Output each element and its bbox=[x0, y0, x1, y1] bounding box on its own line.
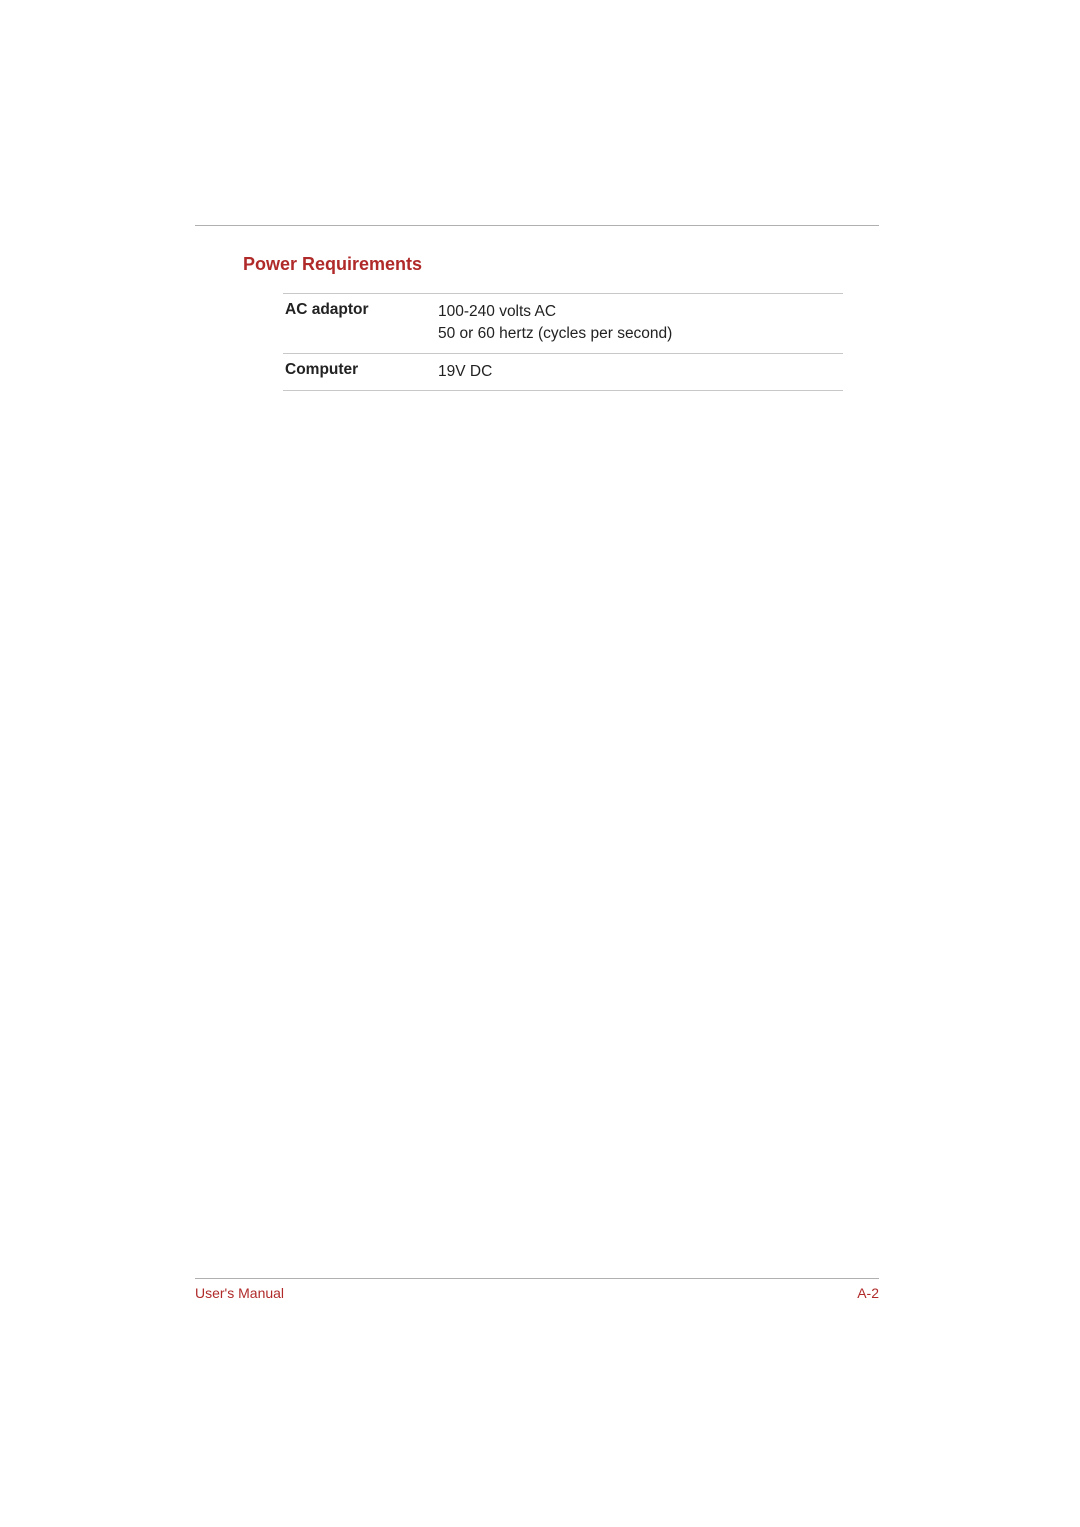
footer-left-text: User's Manual bbox=[195, 1285, 284, 1301]
page-footer: User's Manual A-2 bbox=[195, 1278, 879, 1301]
spec-label: Computer bbox=[283, 361, 438, 379]
table-row: AC adaptor 100-240 volts AC50 or 60 hert… bbox=[283, 293, 843, 353]
spec-value: 19V DC bbox=[438, 361, 843, 383]
spec-value: 100-240 volts AC50 or 60 hertz (cycles p… bbox=[438, 301, 843, 346]
spec-label: AC adaptor bbox=[283, 301, 438, 319]
footer-page-number: A-2 bbox=[857, 1285, 879, 1301]
document-page: Power Requirements AC adaptor 100-240 vo… bbox=[195, 225, 879, 1301]
header-rule bbox=[195, 225, 879, 226]
footer-rule bbox=[195, 1278, 879, 1279]
spec-table: AC adaptor 100-240 volts AC50 or 60 hert… bbox=[283, 293, 843, 391]
table-row: Computer 19V DC bbox=[283, 353, 843, 391]
section-title: Power Requirements bbox=[243, 254, 879, 275]
footer-line: User's Manual A-2 bbox=[195, 1285, 879, 1301]
